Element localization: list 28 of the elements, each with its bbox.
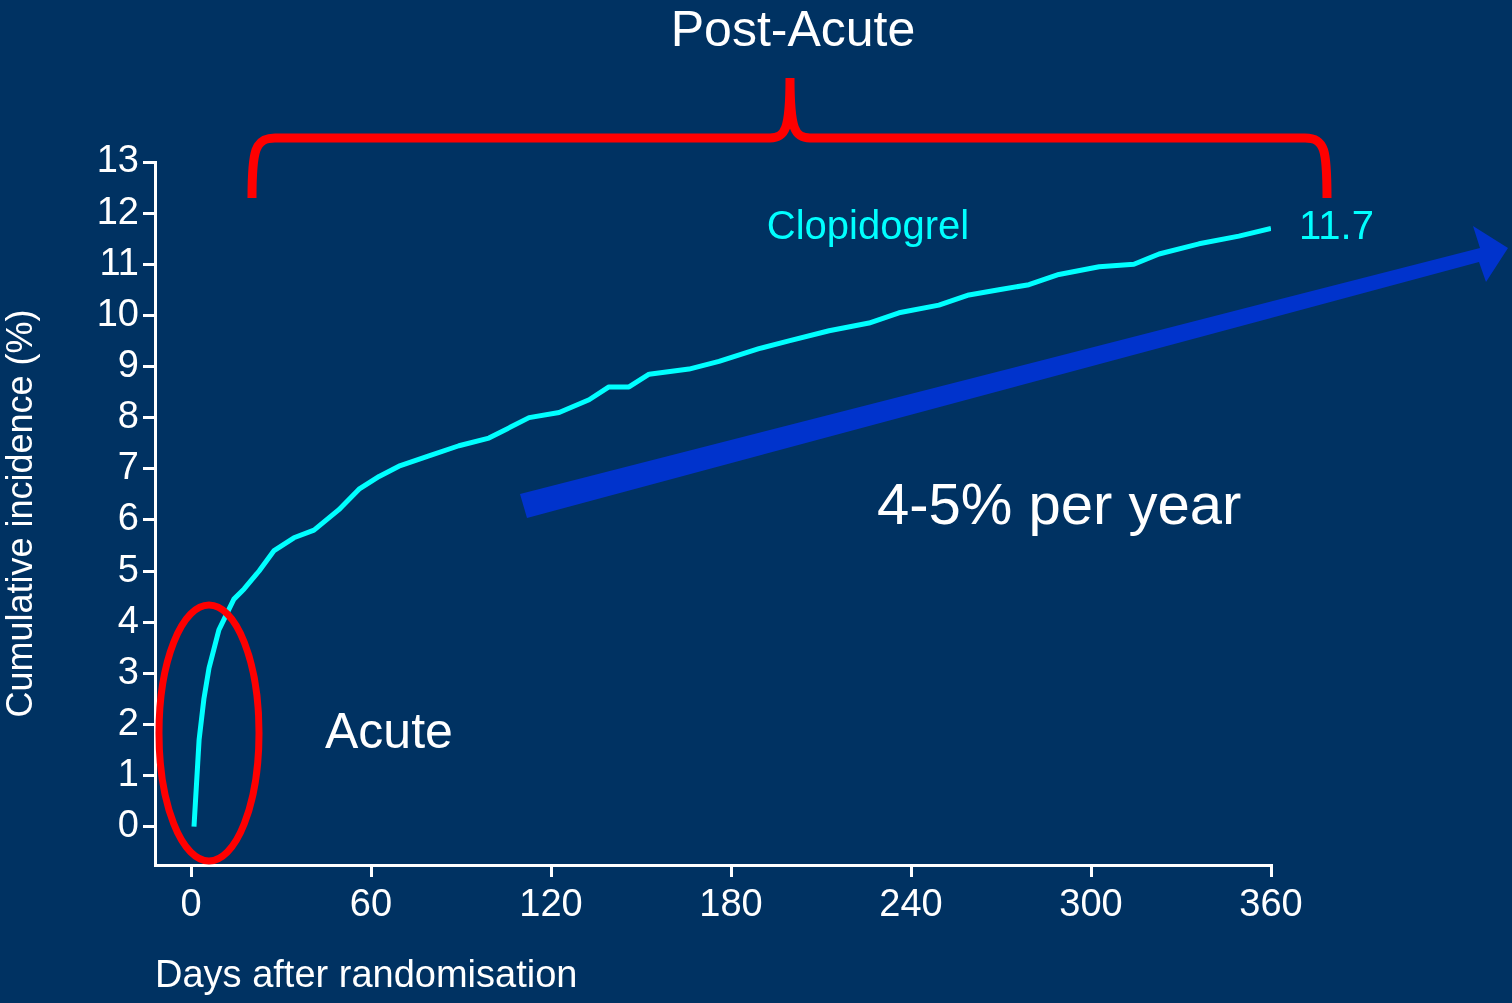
annotation: Acute (325, 702, 453, 759)
y-tick-label: 3 (117, 649, 139, 692)
x-tick-label: 180 (699, 882, 763, 925)
y-tick-label: 11 (99, 240, 139, 283)
y-tick-label: 7 (117, 445, 139, 488)
y-tick-label: 2 (117, 700, 139, 743)
y-axis-title: Cumulative incidence (%) (0, 309, 40, 718)
text: Post-Acute (670, 0, 916, 57)
series-label: Clopidogrel (766, 203, 970, 248)
y-tick-label: 1 (117, 752, 139, 795)
y-tick-label: 6 (117, 496, 139, 539)
y-tick-label: 13 (96, 138, 139, 181)
y-tick-label: 12 (96, 189, 139, 232)
y-tick-label: 8 (117, 394, 139, 437)
annotation: 11.7 (1299, 203, 1374, 248)
x-tick-label: 120 (519, 882, 583, 925)
x-tick-label: 60 (349, 882, 393, 925)
y-tick-label: 9 (117, 342, 139, 385)
x-tick-label: 300 (1059, 882, 1123, 925)
annotation: 4-5% per year (877, 471, 1242, 536)
y-tick-label: 0 (117, 803, 139, 846)
x-axis-title: Days after randomisation (155, 952, 578, 995)
y-tick-label: 5 (117, 547, 139, 590)
x-tick-label: 240 (879, 882, 943, 925)
x-tick-label: 0 (180, 882, 202, 925)
y-tick-label: 4 (117, 598, 139, 641)
y-tick-label: 10 (96, 291, 139, 334)
x-tick-label: 360 (1239, 882, 1303, 925)
